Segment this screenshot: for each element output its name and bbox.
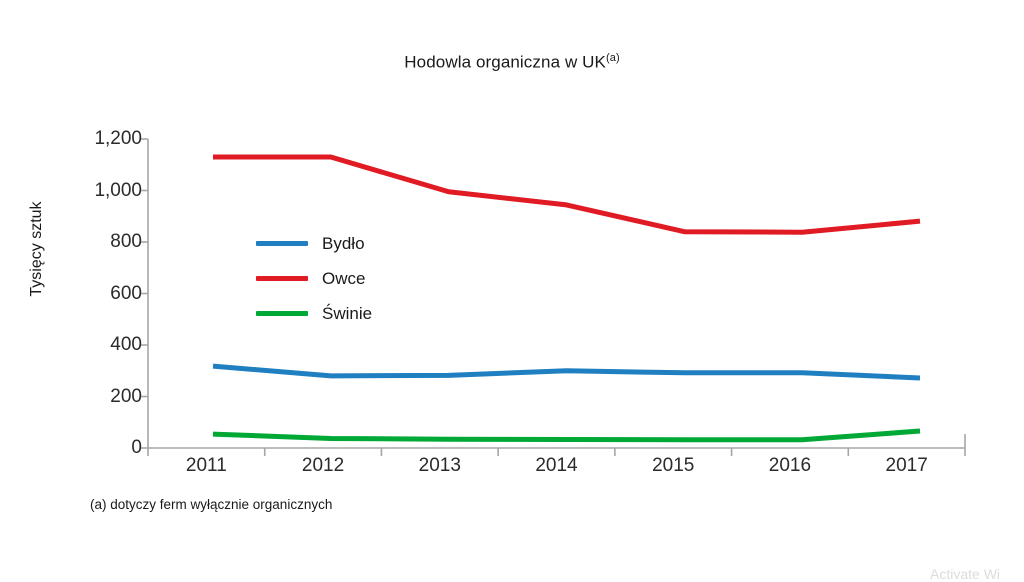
y-tick-label: 600 (110, 282, 142, 304)
y-tick-label: 200 (110, 385, 142, 407)
legend-item[interactable]: Owce (256, 261, 446, 296)
series-line-bydło (212, 363, 921, 381)
x-tick-label: 2015 (652, 455, 695, 476)
series-line-świnie (212, 428, 921, 443)
legend-swatch-icon (256, 241, 308, 246)
y-tick-label: 1,000 (94, 179, 142, 201)
data-series-lines (212, 154, 921, 443)
y-axis-tick-labels: 0 200 400 600 800 1,000 1,200 (52, 0, 142, 576)
chart-title: Hodowla organiczna w UK(a) (0, 52, 1024, 73)
series-line-owce (213, 154, 921, 235)
legend-swatch-icon (256, 311, 308, 316)
legend-item[interactable]: Bydło (256, 226, 446, 261)
x-tick-label: 2011 (185, 455, 227, 476)
x-tick-label: 2013 (418, 455, 461, 476)
x-axis-ticks (147, 448, 966, 456)
legend-item[interactable]: Świnie (256, 296, 446, 331)
y-tick-label: 1,200 (94, 128, 142, 149)
legend-label: Bydło (322, 233, 365, 253)
y-tick-label: 0 (131, 437, 142, 458)
legend-label: Świnie (322, 303, 373, 323)
y-tick-label: 400 (110, 334, 142, 355)
chart-legend: Bydło Owce Świnie (256, 226, 446, 331)
x-tick-label: 2014 (535, 455, 578, 476)
chart-title-superscript: (a) (605, 52, 620, 64)
y-tick-label: 800 (110, 231, 142, 252)
x-tick-label: 2016 (768, 455, 812, 476)
legend-label: Owce (322, 268, 366, 288)
y-axis-ticks (141, 138, 148, 449)
x-tick-label: 2012 (301, 455, 345, 476)
chart-title-text: Hodowla organiczna w UK (404, 52, 606, 72)
legend-swatch-icon (256, 276, 308, 281)
windows-activation-watermark: Activate Wi (930, 566, 1001, 582)
x-tick-label: 2017 (885, 455, 928, 476)
chart-footnote: (a) dotyczy ferm wyłącznie organicznych (90, 497, 333, 512)
